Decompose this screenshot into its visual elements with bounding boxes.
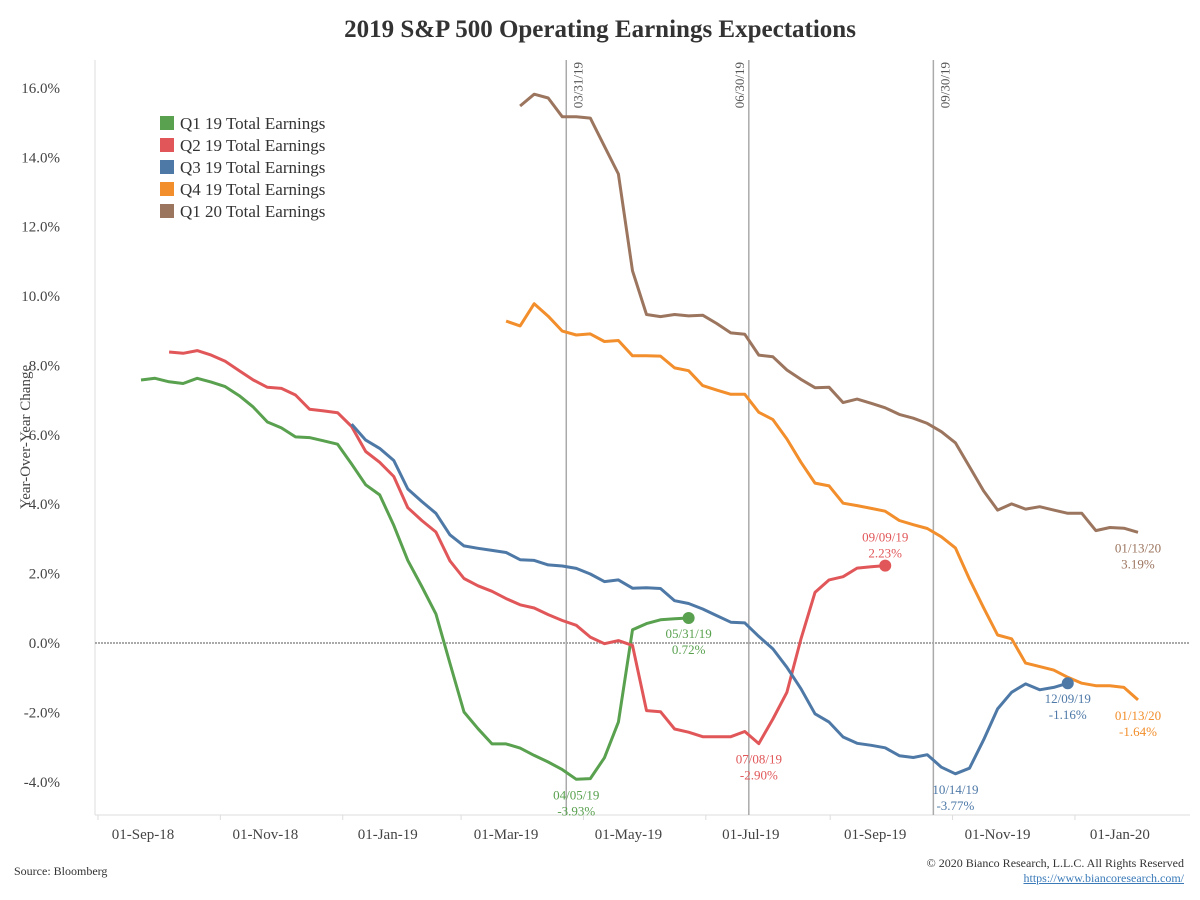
y-tick-label: 0.0% [29, 636, 60, 652]
reference-line-label: 06/30/19 [732, 62, 747, 108]
annotation-date: 10/14/19 [932, 782, 978, 797]
reference-line-label: 03/31/19 [570, 62, 585, 108]
x-tick-label: 01-Sep-19 [844, 827, 907, 843]
annotation-value: -3.77% [936, 798, 974, 813]
legend-label: Q4 19 Total Earnings [180, 180, 325, 199]
annotation-value: -2.90% [740, 768, 778, 783]
annotation-date: 05/31/19 [666, 626, 712, 641]
annotation-value: 0.72% [672, 642, 706, 657]
annotation-date: 09/09/19 [862, 530, 908, 545]
website-link[interactable]: https://www.biancoresearch.com/ [1023, 871, 1184, 885]
legend-label: Q2 19 Total Earnings [180, 136, 325, 155]
copyright-text: © 2020 Bianco Research, L.L.C. All Right… [926, 856, 1184, 870]
y-tick-label: 14.0% [21, 150, 60, 166]
x-tick-label: 01-Jan-20 [1090, 827, 1150, 843]
y-tick-label: -4.0% [24, 775, 60, 791]
legend-swatch [160, 204, 174, 218]
reference-line-label: 09/30/19 [937, 62, 952, 108]
x-tick-label: 01-Nov-18 [232, 827, 298, 843]
y-tick-label: 16.0% [21, 81, 60, 97]
source-note: Source: Bloomberg [14, 864, 108, 878]
series-line-q1-20-total-earnings [519, 92, 1139, 534]
y-tick-label: 10.0% [21, 289, 60, 305]
annotation-dot [682, 612, 695, 625]
annotation-date: 01/13/20 [1115, 708, 1161, 723]
legend-swatch [160, 116, 174, 130]
x-tick-label: 01-Jul-19 [722, 827, 780, 843]
y-tick-label: 6.0% [29, 428, 60, 444]
y-axis-title: Year-Over-Year Change [18, 365, 34, 510]
annotation-date: 04/05/19 [553, 787, 599, 802]
x-tick-label: 01-Nov-19 [965, 827, 1031, 843]
copyright-block: © 2020 Bianco Research, L.L.C. All Right… [927, 856, 1184, 886]
annotation-value: -1.64% [1119, 724, 1157, 739]
legend-label: Q3 19 Total Earnings [180, 158, 325, 177]
x-tick-label: 01-May-19 [595, 827, 663, 843]
annotation-date: 07/08/19 [736, 752, 782, 767]
annotation-value: 2.23% [868, 546, 902, 561]
annotation-value: -1.16% [1049, 707, 1087, 722]
annotation-value: -3.93% [557, 803, 595, 818]
y-tick-label: 2.0% [29, 567, 60, 583]
legend-label: Q1 19 Total Earnings [180, 114, 325, 133]
legend-swatch [160, 138, 174, 152]
x-tick-label: 01-Sep-18 [112, 827, 175, 843]
series-line-q4-19-total-earnings [505, 302, 1139, 702]
y-tick-label: 8.0% [29, 358, 60, 374]
x-tick-label: 01-Mar-19 [474, 827, 539, 843]
chart-title: 2019 S&P 500 Operating Earnings Expectat… [344, 16, 856, 43]
y-tick-label: 12.0% [21, 220, 60, 236]
series-line-q1-19-total-earnings [140, 376, 689, 781]
annotation-dot [879, 559, 892, 572]
annotation-date: 12/09/19 [1045, 691, 1091, 706]
annotation-date: 01/13/20 [1115, 540, 1161, 555]
y-tick-label: 4.0% [29, 497, 60, 513]
legend-swatch [160, 160, 174, 174]
annotation-value: 3.19% [1121, 556, 1155, 571]
legend-swatch [160, 182, 174, 196]
y-tick-label: -2.0% [24, 705, 60, 721]
series-line-q2-19-total-earnings [168, 349, 886, 746]
x-tick-label: 01-Jan-19 [358, 827, 418, 843]
annotation-dot [1061, 677, 1074, 690]
series-line-q3-19-total-earnings [350, 423, 1069, 776]
legend-label: Q1 20 Total Earnings [180, 202, 325, 221]
